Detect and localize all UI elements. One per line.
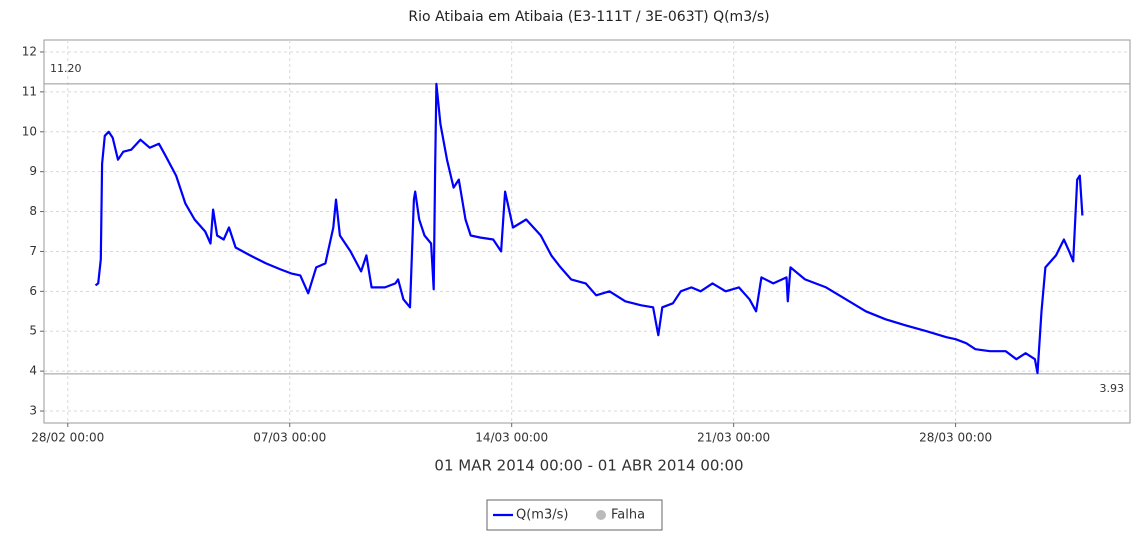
y-tick-label: 10 [22, 124, 37, 138]
chart-subtitle: 01 MAR 2014 00:00 - 01 ABR 2014 00:00 [434, 457, 743, 475]
legend-label: Q(m3/s) [516, 508, 568, 523]
y-tick-label: 7 [29, 244, 37, 258]
y-tick-label: 11 [22, 84, 37, 98]
x-tick-label: 28/03 00:00 [919, 431, 992, 445]
y-tick-label: 5 [29, 324, 37, 338]
y-tick-label: 12 [22, 44, 37, 58]
legend-swatch [596, 510, 606, 520]
legend-label: Falha [611, 508, 645, 523]
data-line [94, 82, 1084, 375]
chart-title: Rio Atibaia em Atibaia (E3-111T / 3E-063… [408, 9, 769, 25]
x-tick-label: 14/03 00:00 [475, 431, 548, 445]
reference-label: 11.20 [50, 62, 82, 75]
y-tick-label: 3 [29, 404, 37, 418]
y-tick-label: 6 [29, 284, 37, 298]
legend [486, 499, 663, 531]
x-tick-label: 07/03 00:00 [253, 431, 326, 445]
y-tick-label: 4 [29, 364, 37, 378]
x-tick-label: 28/02 00:00 [31, 431, 104, 445]
plot-area [43, 39, 1131, 424]
reference-label: 3.93 [1100, 382, 1125, 395]
y-tick-label: 8 [29, 204, 37, 218]
y-tick-label: 9 [29, 164, 37, 178]
x-tick-label: 21/03 00:00 [697, 431, 770, 445]
